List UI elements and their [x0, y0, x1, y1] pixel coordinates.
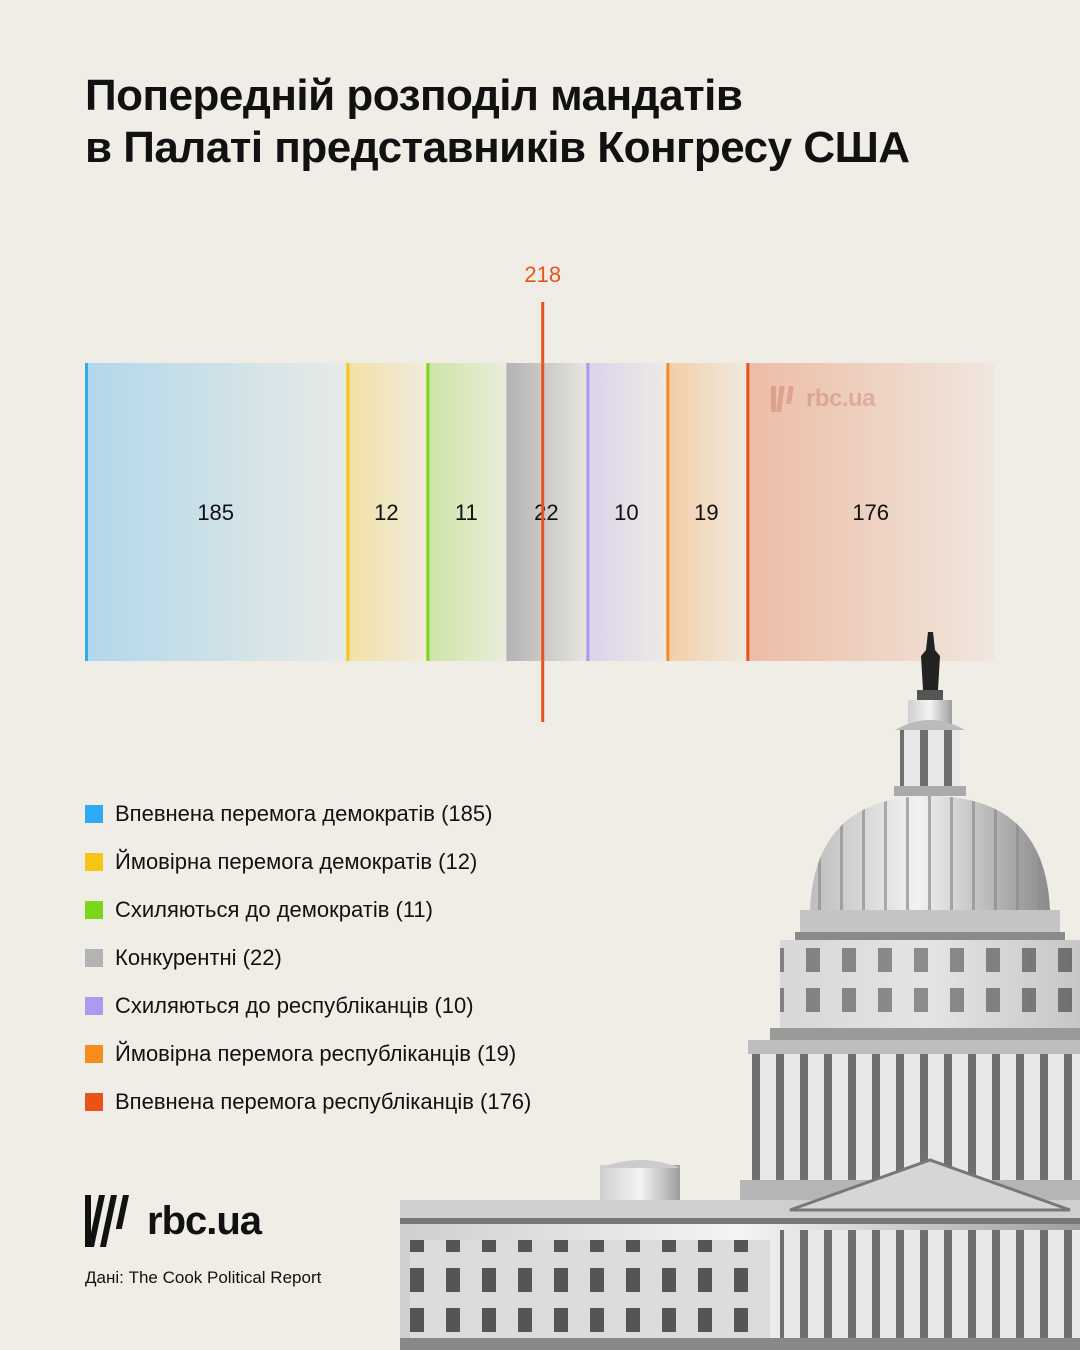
legend-label: Впевнена перемога демократів (185)	[115, 801, 493, 826]
watermark: rbc.ua	[770, 384, 876, 414]
legend-item: Ймовірна перемога демократів (12)	[85, 838, 531, 886]
legend-item: Схиляються до демократів (11)	[85, 886, 531, 934]
legend-item: Впевнена перемога республіканців (176)	[85, 1078, 531, 1126]
legend-label: Схиляються до республіканців (10)	[115, 993, 474, 1018]
bar-segment-edge	[666, 363, 670, 661]
bar-segment-edge	[426, 363, 430, 661]
legend-swatch	[85, 1045, 103, 1063]
bar-value-label: 12	[374, 500, 398, 525]
legend-swatch	[85, 1093, 103, 1111]
bar-segment-edge	[85, 363, 88, 661]
bar-group: 185 12 11 22 10 19 176 218	[85, 262, 995, 722]
logo-text: rbc.ua	[147, 1198, 262, 1243]
bar-segment-edge	[346, 363, 350, 661]
legend-item: Впевнена перемога демократів (185)	[85, 790, 531, 838]
legend-swatch	[85, 901, 103, 919]
bar-value-label: 11	[455, 500, 478, 525]
bar-segment-edge	[746, 363, 750, 661]
legend-swatch	[85, 997, 103, 1015]
bar-value-label: 22	[534, 500, 558, 525]
bar-segment	[506, 363, 587, 661]
legend-swatch	[85, 949, 103, 967]
bar-segment	[666, 363, 747, 661]
stacked-bar-chart: 185 12 11 22 10 19 176 218	[85, 262, 995, 722]
legend-label: Ймовірна перемога республіканців (19)	[115, 1041, 517, 1066]
watermark-text: rbc.ua	[806, 385, 876, 412]
legend-label: Впевнена перемога республіканців (176)	[115, 1089, 532, 1114]
rbc-logo-icon	[85, 1195, 129, 1247]
bar-segment	[586, 363, 667, 661]
brand-logo: rbc.ua	[85, 1195, 262, 1247]
bar-segment	[426, 363, 507, 661]
legend-label: Конкурентні (22)	[115, 945, 282, 970]
legend-swatch	[85, 805, 103, 823]
bar-segment-edge	[586, 363, 590, 661]
capitol-building-icon	[400, 632, 1080, 1350]
bar-segment	[85, 363, 347, 661]
source-note: Дані: The Cook Political Report	[85, 1268, 322, 1287]
chart-title: Попередній розподіл мандатів в Палаті пр…	[85, 70, 1045, 174]
bar-value-label: 176	[852, 500, 889, 525]
legend-item: Схиляються до республіканців (10)	[85, 982, 531, 1030]
title-line-1: Попередній розподіл мандатів	[85, 71, 743, 120]
bar-value-label: 10	[614, 500, 638, 525]
bar-segment	[346, 363, 427, 661]
legend-label: Ймовірна перемога демократів (12)	[115, 849, 478, 874]
legend-item: Ймовірна перемога республіканців (19)	[85, 1030, 531, 1078]
bar-segment	[746, 363, 995, 661]
legend-swatch	[85, 853, 103, 871]
title-line-2: в Палаті представників Конгресу США	[85, 123, 910, 172]
bar-value-label: 19	[694, 500, 718, 525]
bar-value-label: 185	[197, 500, 234, 525]
rbc-logo-icon	[771, 386, 794, 412]
majority-threshold-label: 218	[524, 262, 561, 287]
legend-item: Конкурентні (22)	[85, 934, 531, 982]
legend: Впевнена перемога демократів (185) Ймові…	[85, 790, 531, 1126]
legend-label: Схиляються до демократів (11)	[115, 897, 433, 922]
